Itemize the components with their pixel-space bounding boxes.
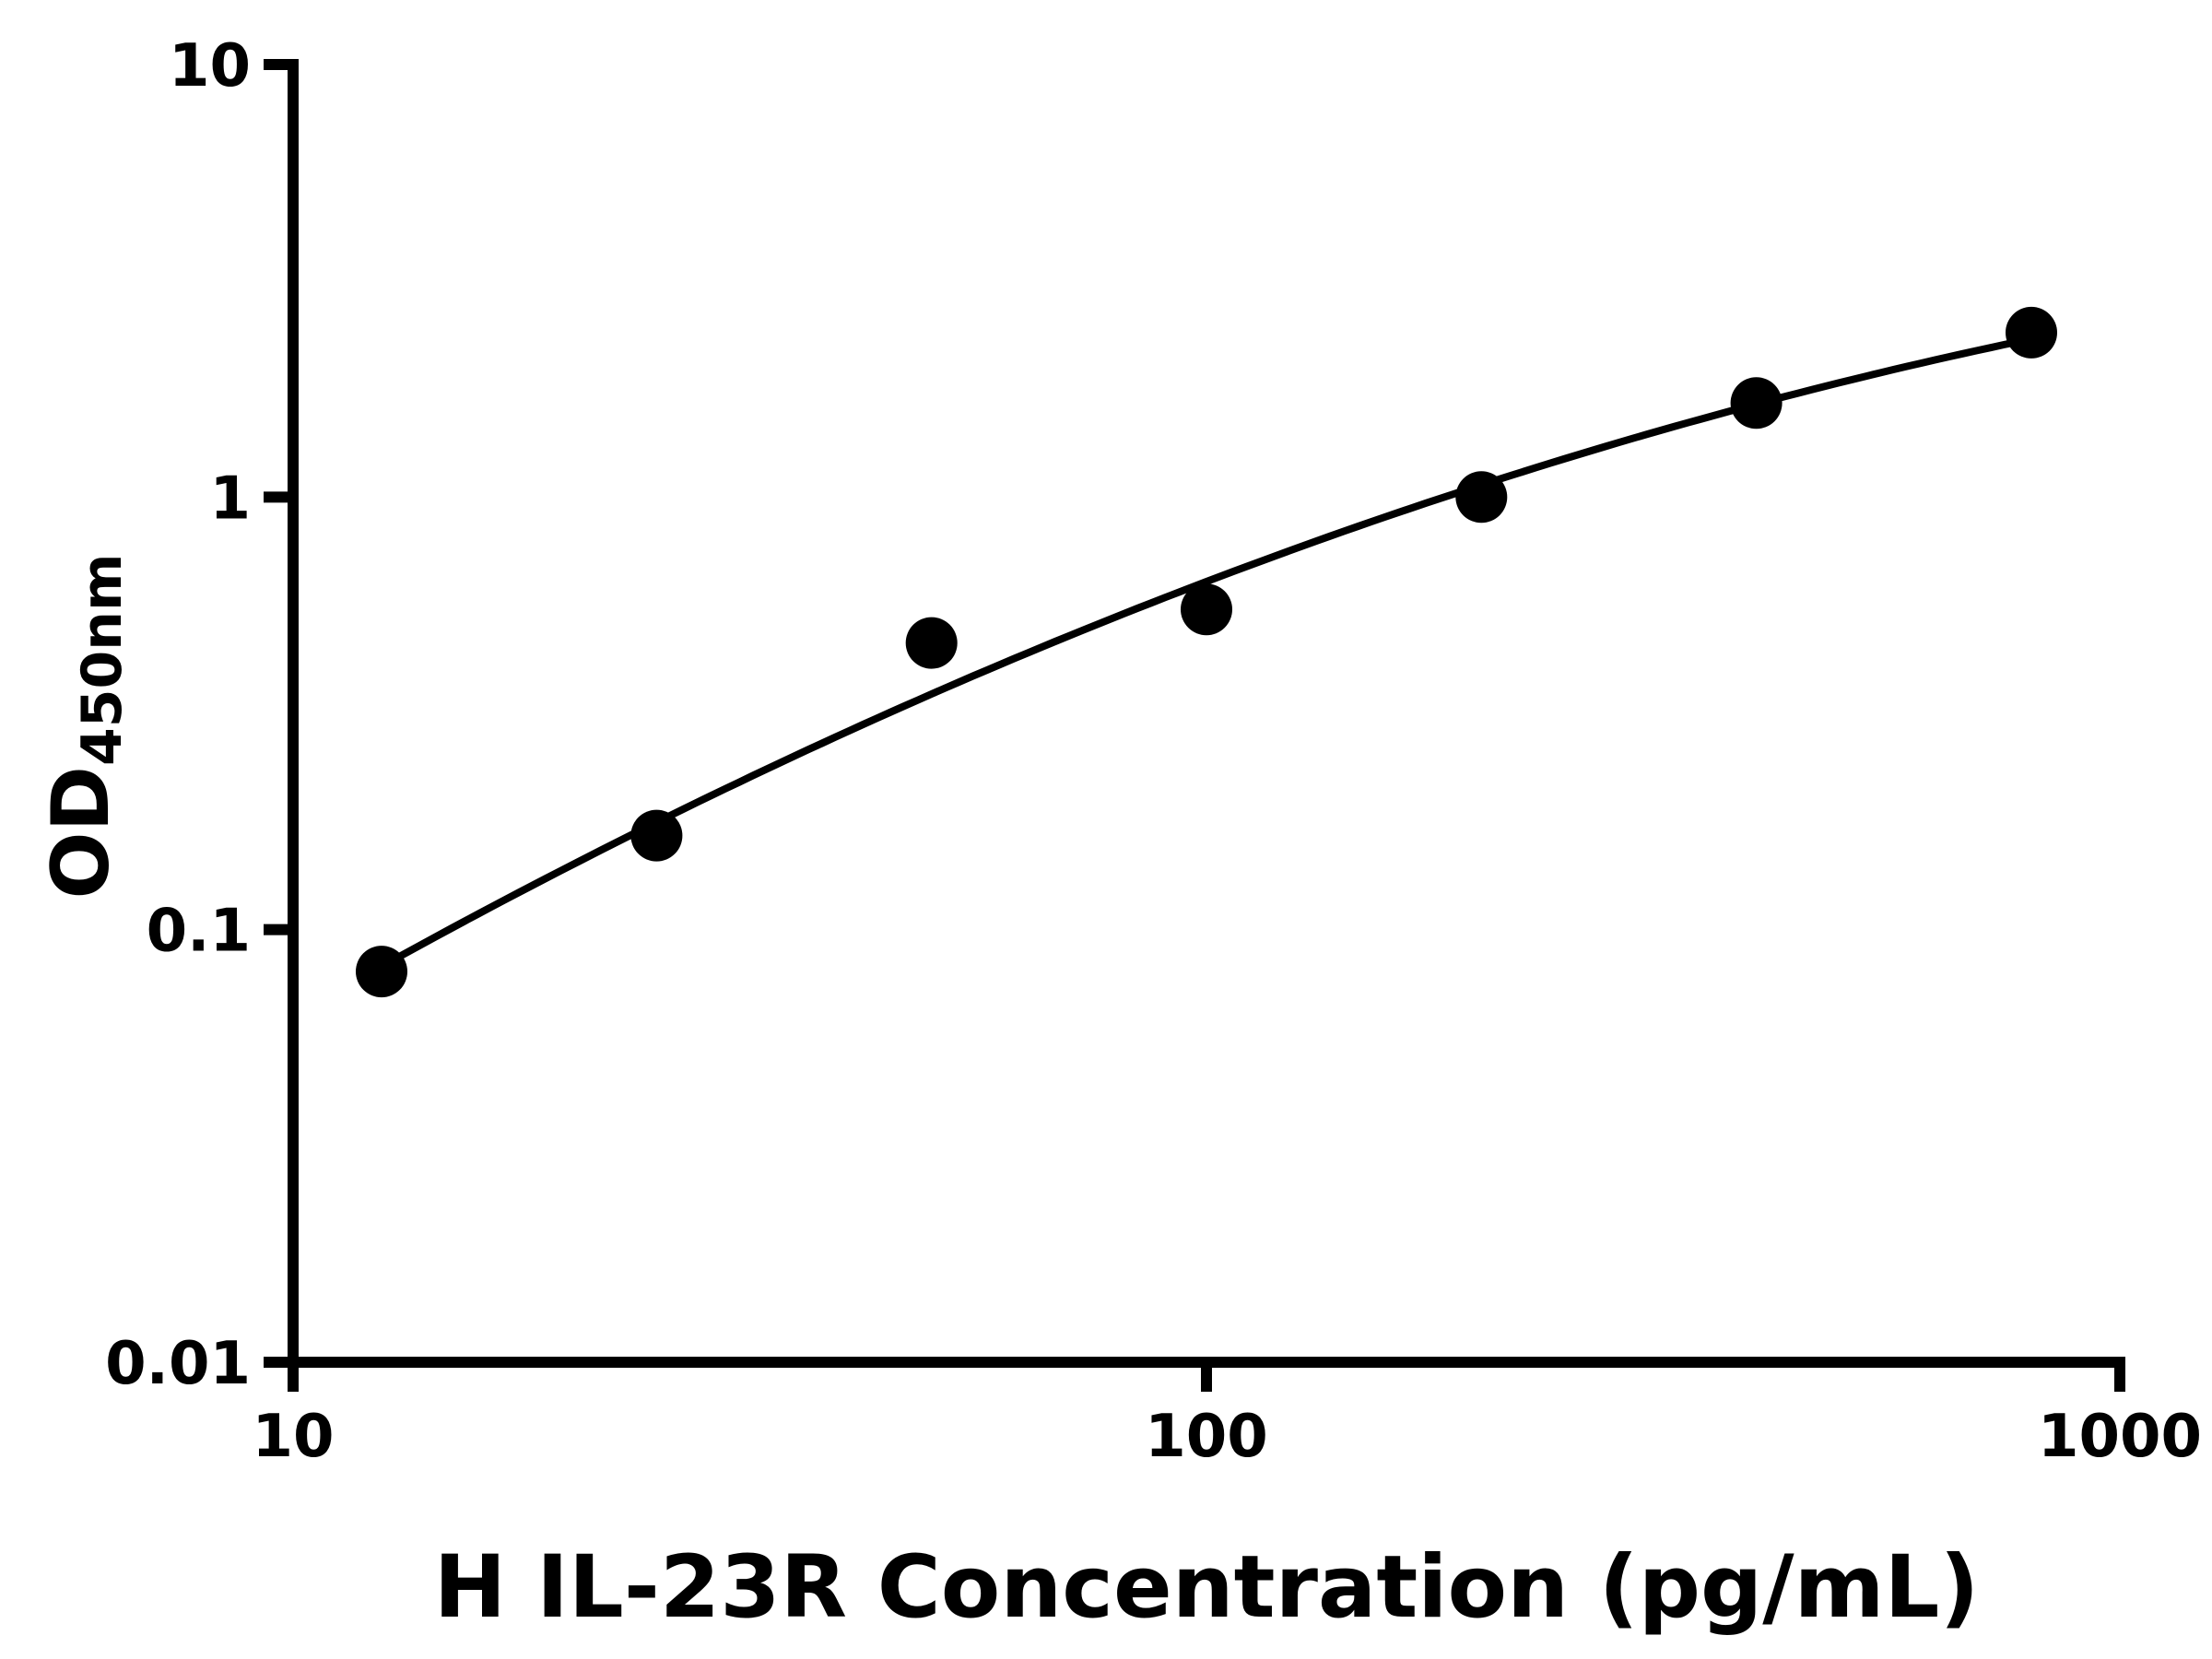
- y-axis-tick-label: 0.01: [105, 1330, 251, 1398]
- x-axis-tick-label: 1000: [2038, 1403, 2202, 1471]
- data-point: [1181, 583, 1232, 636]
- x-axis-title: H IL-23R Concentration (pg/mL): [433, 1537, 1980, 1638]
- data-point: [630, 809, 683, 862]
- x-axis-tick-label: 100: [1145, 1403, 1268, 1471]
- y-axis-title-main: OD: [35, 765, 127, 900]
- y-axis-tick-label: 0.1: [147, 898, 251, 966]
- data-point: [1455, 471, 1508, 524]
- y-axis-tick-label: 10: [169, 32, 251, 100]
- x-axis-tick-label: 10: [252, 1403, 334, 1471]
- y-axis-tick-label: 1: [209, 465, 251, 533]
- data-point: [1730, 377, 1783, 429]
- data-point: [356, 946, 407, 998]
- data-point: [2006, 306, 2057, 359]
- fit-curve: [378, 335, 2035, 971]
- data-point: [905, 617, 958, 669]
- y-axis-title-subscript: 450nm: [70, 553, 135, 766]
- plot-axes: [288, 59, 2125, 1368]
- y-axis-title: OD450nm: [35, 554, 135, 900]
